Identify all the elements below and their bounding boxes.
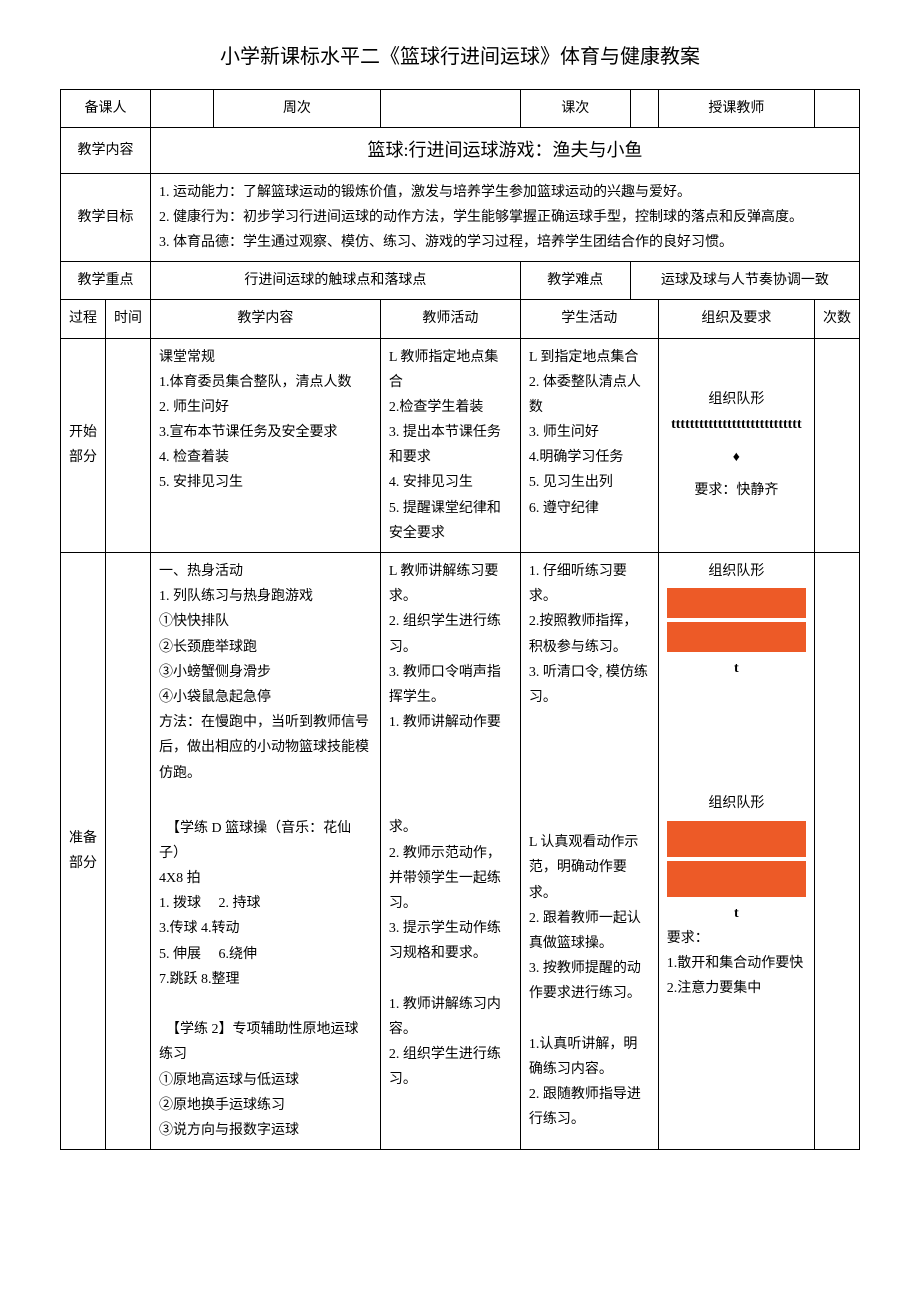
focus-key-label: 教学重点 bbox=[61, 262, 151, 300]
col-formation: 组织及要求 bbox=[658, 300, 814, 338]
subject-label: 教学内容 bbox=[61, 128, 151, 173]
prep-person-value bbox=[151, 90, 214, 128]
prep-student-2: L 认真观看动作示 范，明确动作要求。 2. 跟着教师一起认真做篮球操。 3. … bbox=[529, 830, 650, 1132]
prep-student-1: 1. 仔细听练习要求。 2.按照教师指挥，积极参与练习。 3. 听清口令, 模仿… bbox=[529, 559, 650, 710]
start-time bbox=[106, 338, 151, 553]
focus-diff-label: 教学难点 bbox=[520, 262, 630, 300]
focus-diff-value: 运球及球与人节奏协调一致 bbox=[630, 262, 859, 300]
col-student: 学生活动 bbox=[520, 300, 658, 338]
prep-formation1-title: 组织队形 bbox=[667, 559, 806, 584]
start-formation-diamond: ♦ bbox=[667, 445, 806, 470]
prep-content-1: 一、热身活动 1. 列队练习与热身跑游戏 ①快快排队 ②长颈鹿举球跑 ③小螃蟹侧… bbox=[159, 559, 372, 786]
col-time: 时间 bbox=[106, 300, 151, 338]
prep-teacher-2: 求。 2. 教师示范动作，并带领学生一起练习。 3. 提示学生动作练习规格和要求… bbox=[389, 815, 512, 1092]
prep-section-label: 准备部分 bbox=[61, 553, 106, 1150]
col-teacher: 教师活动 bbox=[380, 300, 520, 338]
col-content: 教学内容 bbox=[151, 300, 381, 338]
goals-text: 1. 运动能力：了解篮球运动的锻炼价值，激发与培养学生参加篮球运动的兴趣与爱好。… bbox=[151, 173, 860, 262]
prep-teacher-1: L 教师讲解练习要求。 2. 组织学生进行练习。 3. 教师口令哨声指挥学生。 … bbox=[389, 559, 512, 735]
col-count: 次数 bbox=[815, 300, 860, 338]
teacher-label: 授课教师 bbox=[658, 90, 814, 128]
start-content: 课堂常规 1.体育委员集合整队，清点人数 2. 师生问好 3.宣布本节课任务及安… bbox=[151, 338, 381, 553]
subject-value: 篮球:行进间运球游戏：渔夫与小鱼 bbox=[151, 128, 860, 173]
focus-key-value: 行进间运球的触球点和落球点 bbox=[151, 262, 521, 300]
prep-student: 1. 仔细听练习要求。 2.按照教师指挥，积极参与练习。 3. 听清口令, 模仿… bbox=[520, 553, 658, 1150]
week-value bbox=[380, 90, 520, 128]
prep-person-label: 备课人 bbox=[61, 90, 151, 128]
lesson-num-value bbox=[630, 90, 658, 128]
prep-formation2-t: t bbox=[667, 901, 806, 926]
orange-block-3 bbox=[667, 821, 806, 857]
start-formation-req: 要求：快静齐 bbox=[667, 478, 806, 503]
start-teacher: L 教师指定地点集合 2.检查学生着装 3. 提出本节课任务和要求 4. 安排见… bbox=[380, 338, 520, 553]
start-formation-marks: tttttttttttttttttttttttttttt bbox=[667, 412, 806, 437]
orange-block-2 bbox=[667, 622, 806, 652]
prep-content: 一、热身活动 1. 列队练习与热身跑游戏 ①快快排队 ②长颈鹿举球跑 ③小螃蟹侧… bbox=[151, 553, 381, 1150]
lesson-plan-table: 备课人 周次 课次 授课教师 教学内容 篮球:行进间运球游戏：渔夫与小鱼 教学目… bbox=[60, 89, 860, 1150]
goals-label: 教学目标 bbox=[61, 173, 151, 262]
teacher-value bbox=[814, 90, 859, 128]
start-formation: 组织队形 tttttttttttttttttttttttttttt ♦ 要求：快… bbox=[658, 338, 814, 553]
prep-count bbox=[815, 553, 860, 1150]
start-student: L 到指定地点集合 2. 体委整队清点人数 3. 师生问好 4.明确学习任务 5… bbox=[520, 338, 658, 553]
prep-teacher: L 教师讲解练习要求。 2. 组织学生进行练习。 3. 教师口令哨声指挥学生。 … bbox=[380, 553, 520, 1150]
document-title: 小学新课标水平二《篮球行进间运球》体育与健康教案 bbox=[60, 40, 860, 69]
prep-formation2-req: 要求： 1.散开和集合动作要快 2.注意力要集中 bbox=[667, 926, 806, 1002]
prep-formation: 组织队形 t 组织队形 t 要求： 1.散开和集合动作要快 2.注意力要集中 bbox=[658, 553, 814, 1150]
prep-content-2: 【学练 D 篮球操（音乐：花仙子） 4X8 拍 1. 拨球 2. 持球 3.传球… bbox=[159, 816, 372, 1143]
lesson-num-label: 课次 bbox=[520, 90, 630, 128]
start-formation-title: 组织队形 bbox=[667, 387, 806, 412]
start-count bbox=[815, 338, 860, 553]
orange-block-4 bbox=[667, 861, 806, 897]
orange-block-1 bbox=[667, 588, 806, 618]
week-label: 周次 bbox=[214, 90, 381, 128]
prep-formation1-t: t bbox=[667, 656, 806, 681]
prep-time bbox=[106, 553, 151, 1150]
col-process: 过程 bbox=[61, 300, 106, 338]
prep-formation2-title: 组织队形 bbox=[667, 791, 806, 816]
start-section-label: 开始部分 bbox=[61, 338, 106, 553]
